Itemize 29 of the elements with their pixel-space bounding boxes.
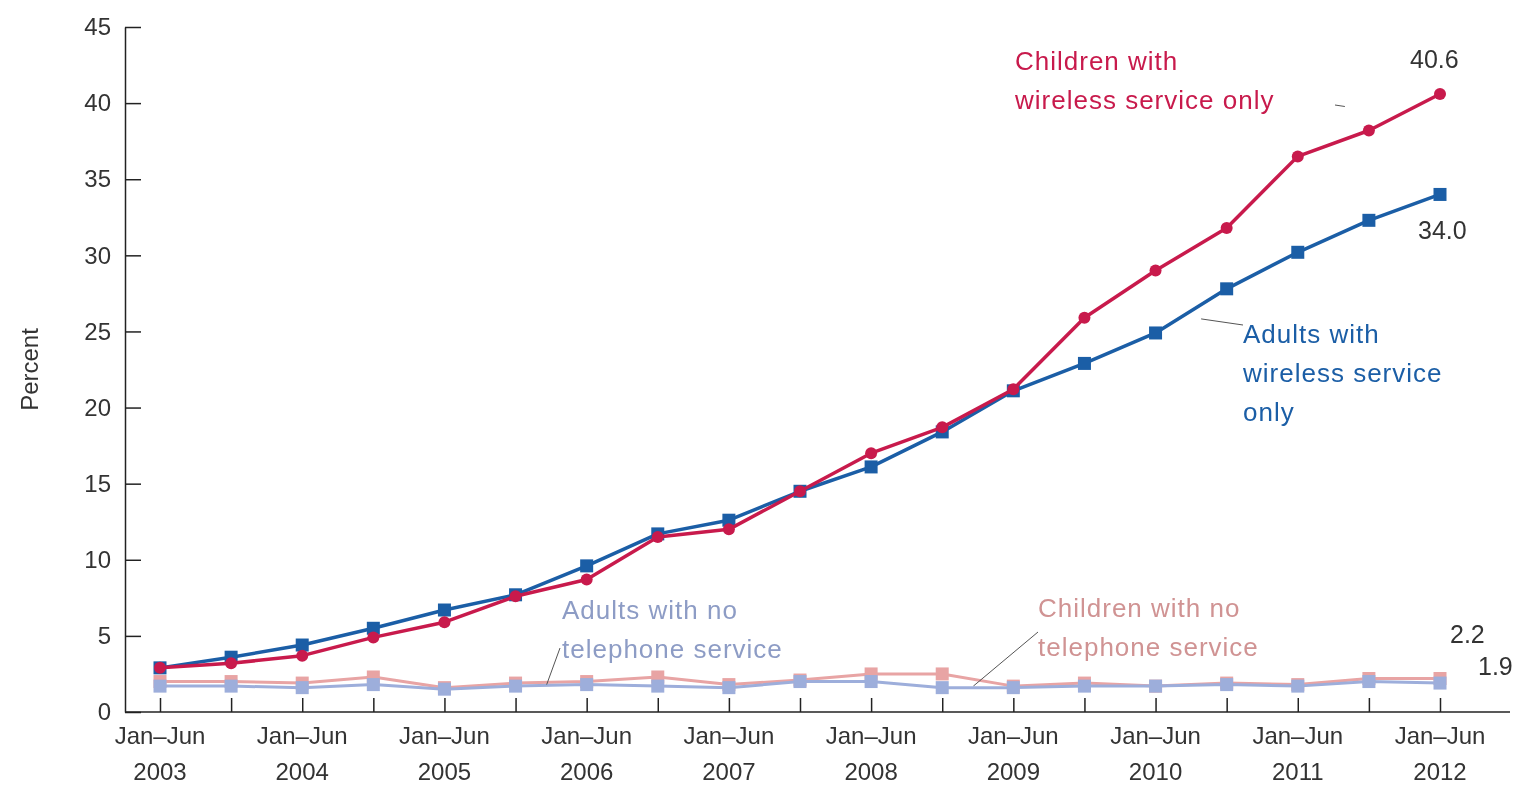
data-label: 1.9 bbox=[1478, 652, 1513, 681]
y-tick-label: 0 bbox=[97, 698, 111, 726]
x-tick-label: Jan–Jun 2004 bbox=[256, 722, 348, 785]
y-tick-label: 40 bbox=[84, 89, 111, 117]
x-tick-label: Jan–Jun 2009 bbox=[967, 722, 1059, 785]
series-label: Adults with no telephone service bbox=[562, 595, 783, 664]
y-tick-label: 20 bbox=[84, 393, 111, 421]
x-tick-label: Jan–Jun 2012 bbox=[1394, 722, 1486, 785]
y-tick-label: 35 bbox=[84, 165, 111, 193]
x-tick-label: Jan–Jun 2008 bbox=[825, 722, 917, 785]
y-tick-label: 10 bbox=[84, 545, 111, 573]
y-tick-label: 30 bbox=[84, 241, 111, 269]
x-tick-label: Jan–Jun 2003 bbox=[114, 722, 206, 785]
y-tick-label: 25 bbox=[84, 317, 111, 345]
series-label: Children with wireless service only bbox=[1014, 46, 1275, 115]
x-tick-label: Jan–Jun 2007 bbox=[683, 722, 775, 785]
y-axis-title: Percent bbox=[16, 327, 43, 411]
y-tick-label: 15 bbox=[84, 469, 111, 497]
series-label: Adults with wireless service only bbox=[1242, 319, 1443, 427]
x-tick-label: Jan–Jun 2011 bbox=[1252, 722, 1344, 785]
data-label: 2.2 bbox=[1450, 619, 1485, 648]
data-label: 40.6 bbox=[1410, 44, 1459, 73]
data-label: 34.0 bbox=[1418, 216, 1467, 245]
x-tick-label: Jan–Jun 2006 bbox=[541, 722, 633, 785]
series-label: Children with no telephone service bbox=[1038, 593, 1259, 662]
x-tick-label: Jan–Jun 2010 bbox=[1110, 722, 1201, 785]
y-tick-label: 5 bbox=[97, 622, 111, 650]
x-tick-label: Jan–Jun 2005 bbox=[399, 722, 490, 785]
y-tick-label: 45 bbox=[84, 13, 111, 41]
